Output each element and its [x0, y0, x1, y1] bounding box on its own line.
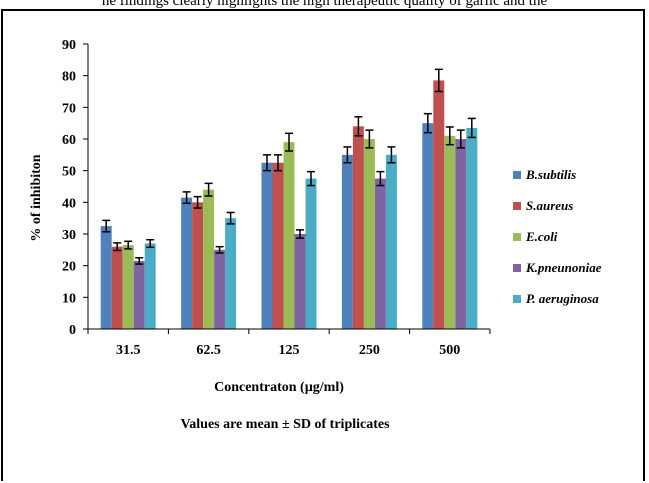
bar [214, 249, 226, 329]
bar [225, 218, 237, 329]
bar [385, 154, 397, 329]
legend-label: S.aureus [526, 198, 573, 213]
bar [363, 139, 375, 329]
bar [374, 178, 386, 329]
error-bars-group [102, 68, 476, 265]
y-axis-label: % of inhibiton [29, 154, 44, 241]
y-tick-label: 90 [62, 38, 76, 53]
bar [144, 243, 156, 329]
x-tick-label: 31.5 [116, 343, 141, 358]
bars-group [100, 80, 478, 330]
legend-label: E.coli [525, 229, 558, 244]
bar [305, 178, 317, 329]
bar [111, 246, 123, 329]
x-axis-label: Concentraton (µg/ml) [214, 380, 344, 395]
bar [181, 197, 193, 329]
caption: Values are mean ± SD of triplicates [180, 417, 390, 432]
y-tick-label: 40 [62, 196, 76, 211]
y-tick-label: 70 [62, 101, 76, 116]
legend-swatch [513, 171, 521, 179]
bar [444, 135, 456, 329]
bar [133, 260, 145, 329]
y-tick-label: 30 [62, 228, 76, 243]
bar [192, 202, 204, 329]
bar [455, 139, 467, 329]
x-tick-label: 500 [439, 343, 460, 358]
y-tick-label: 10 [62, 291, 76, 306]
bar [203, 189, 215, 329]
bar [261, 162, 273, 329]
legend-swatch [513, 202, 521, 210]
y-axis-ticks: 0 10 20 30 40 50 60 70 80 90 [62, 38, 88, 338]
legend-swatch [513, 295, 521, 303]
legend: B.subtilis S.aureus E.coli K.pneunoniae P. a… [513, 167, 602, 306]
y-tick-label: 80 [62, 70, 76, 85]
y-tick-label: 50 [62, 165, 76, 180]
bar [341, 154, 353, 329]
bar [352, 126, 364, 329]
y-tick-label: 20 [62, 260, 76, 275]
bar [283, 142, 295, 329]
bar [122, 245, 134, 329]
figure-frame [1, 9, 645, 481]
bar [294, 234, 306, 329]
y-tick-label: 0 [69, 323, 76, 338]
bar [433, 80, 445, 330]
x-axis-ticks: 31.5 62.5 125 250 500 [87, 329, 491, 358]
legend-label: P. aeruginosa [526, 291, 599, 306]
x-tick-label: 62.5 [196, 343, 221, 358]
bar [272, 162, 284, 329]
x-tick-label: 125 [279, 343, 300, 358]
legend-swatch [513, 233, 521, 241]
legend-swatch [513, 264, 521, 272]
legend-label: K.pneunoniae [525, 260, 602, 275]
bar [466, 127, 478, 330]
bar [100, 226, 112, 329]
x-tick-label: 250 [359, 343, 380, 358]
y-tick-label: 60 [62, 133, 76, 148]
legend-label: B.subtilis [525, 167, 576, 182]
bar [422, 123, 434, 330]
page-top-text-fragment: he findings clearly highlights the high … [101, 0, 548, 9]
